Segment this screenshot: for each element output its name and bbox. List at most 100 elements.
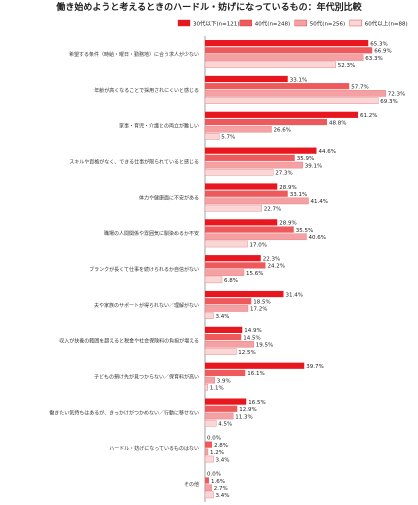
legend: 30代以下(n=121) 40代(n=248) 50代(n=256) 60代以上(n=… — [177, 19, 408, 28]
data-label: 39.7% — [306, 364, 323, 370]
category-label: 夫や家族のサポートが得られない／理解がない — [94, 302, 199, 309]
bar — [204, 491, 214, 499]
data-label: 41.4% — [311, 199, 328, 205]
data-label: 14.9% — [244, 328, 261, 334]
data-label: 1.1% — [210, 386, 224, 392]
category-label: 働きたい気持ちはあるが、きっかけがつかめない／行動に移せない — [49, 409, 199, 416]
category-label: 年齢が高くなることで採用されにくいと感じる — [94, 87, 199, 94]
data-label: 63.3% — [365, 56, 382, 62]
data-label: 15.6% — [246, 271, 263, 277]
bar — [205, 255, 261, 262]
data-label: 6.8% — [224, 278, 238, 284]
bar — [204, 240, 248, 248]
bar — [205, 83, 350, 90]
bar — [204, 54, 364, 61]
bar — [204, 276, 223, 284]
bar — [204, 419, 217, 427]
data-label: 28.9% — [279, 185, 296, 191]
bar — [204, 305, 249, 312]
bar — [205, 219, 278, 226]
data-label: 2.8% — [214, 443, 228, 449]
category-label: スキルや資格がなく、できる仕事が限られていると感じる — [69, 158, 199, 165]
data-label: 39.1% — [305, 163, 322, 169]
data-label: 48.8% — [329, 120, 346, 126]
category-label: 希望する条件（時給・曜日・勤務地）に合う求人が少ない — [69, 51, 199, 58]
bar — [205, 47, 373, 54]
data-label: 65.3% — [370, 41, 387, 47]
data-label: 69.3% — [380, 99, 397, 105]
bar — [205, 369, 246, 377]
data-label: 12.9% — [239, 407, 256, 413]
data-label: 40.6% — [309, 235, 326, 241]
data-label: 1.6% — [211, 479, 225, 485]
bar — [204, 384, 208, 391]
bar — [204, 376, 215, 384]
data-label: 28.9% — [279, 221, 296, 227]
data-label: 16.5% — [248, 400, 265, 406]
bar — [204, 197, 309, 205]
bar — [205, 190, 288, 197]
data-label: 1.2% — [210, 450, 224, 456]
bar — [204, 312, 214, 319]
data-label: 4.5% — [218, 421, 232, 427]
bar — [205, 154, 295, 161]
bar — [205, 226, 294, 233]
bar — [204, 455, 214, 463]
data-label: 14.5% — [243, 335, 260, 341]
category-label: 子どもの預け先が見つからない／保育料が高い — [94, 374, 199, 381]
data-label: 2.7% — [214, 486, 228, 492]
bar — [204, 448, 209, 456]
bar — [205, 75, 288, 83]
data-label: 19.5% — [256, 343, 273, 349]
bar — [205, 111, 358, 118]
bar — [204, 412, 234, 420]
plot-area: 希望する条件（時給・曜日・勤務地）に合う求人が少ない 65.3% 66.9%63.3… — [49, 36, 405, 502]
bar — [205, 290, 284, 298]
bar — [204, 97, 379, 104]
category-label: 職場の人間関係や雰囲気に馴染めるか不安 — [104, 230, 199, 237]
bar — [204, 484, 212, 491]
bar — [204, 161, 303, 169]
bar — [205, 398, 247, 405]
bar — [205, 441, 212, 448]
data-label: 0.0% — [207, 436, 221, 442]
category-label: ブランクが長くて仕事を続けられるか自信がない — [89, 266, 199, 273]
data-label: 44.6% — [319, 149, 336, 155]
category-label: ハードル・妨げになっているものはない — [109, 445, 199, 452]
bar — [204, 61, 336, 69]
legend-label: 40代(n=248) — [255, 20, 290, 28]
data-label: 52.3% — [338, 63, 355, 69]
data-label: 3.4% — [216, 457, 230, 463]
data-label: 3.9% — [217, 378, 231, 384]
bar — [205, 405, 238, 412]
data-label: 3.4% — [216, 493, 230, 499]
data-label: 26.6% — [274, 128, 291, 134]
category-label: 収入が扶養の範囲を超えると税金や社会保険料の負担が増える — [59, 338, 199, 345]
data-label: 17.0% — [250, 242, 267, 248]
data-label: 5.7% — [221, 135, 235, 141]
legend-label: 50代(n=256) — [310, 20, 345, 28]
data-label: 24.2% — [268, 264, 285, 270]
bar — [205, 262, 266, 269]
data-label: 3.4% — [216, 314, 230, 320]
data-label: 66.9% — [374, 49, 391, 55]
data-label: 35.5% — [296, 228, 313, 234]
data-label: 0.0% — [207, 472, 221, 478]
bar — [205, 298, 252, 305]
bar — [205, 183, 278, 190]
legend-swatch — [294, 19, 307, 27]
data-label: 61.2% — [360, 113, 377, 119]
bar — [204, 168, 274, 176]
data-label: 11.3% — [235, 414, 252, 420]
bar — [204, 204, 262, 212]
data-label: 27.3% — [275, 171, 292, 177]
legend-swatch — [177, 19, 191, 27]
data-label: 16.1% — [247, 371, 264, 377]
data-label: 12.5% — [238, 350, 255, 356]
data-label: 22.7% — [264, 206, 281, 212]
data-label: 18.5% — [253, 300, 270, 306]
data-label: 22.3% — [263, 257, 280, 263]
legend-label: 60代以上(n=88) — [365, 20, 408, 28]
category-label: 体力や健康面に不安がある — [139, 194, 199, 201]
